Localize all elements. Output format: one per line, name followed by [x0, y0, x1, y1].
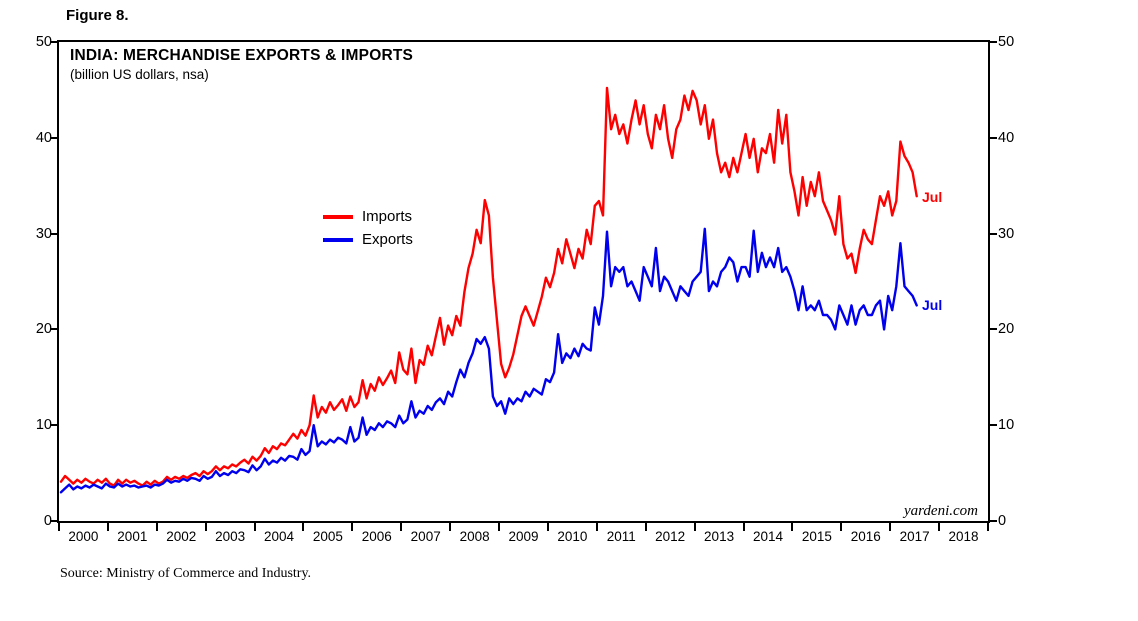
- x-axis-label: 2012: [655, 529, 686, 544]
- x-axis-label: 2005: [312, 529, 343, 544]
- y-axis-tick-right: [990, 136, 997, 139]
- y-axis-label-left: 10: [35, 417, 52, 434]
- y-axis-tick-right: [990, 232, 997, 235]
- x-axis-tick: [595, 523, 598, 531]
- plot-frame: INDIA: MERCHANDISE EXPORTS & IMPORTS (bi…: [57, 40, 990, 523]
- y-axis-label-right: 50: [998, 34, 1015, 50]
- exports-end-label: Jul: [922, 297, 943, 313]
- legend-item-imports: Imports: [323, 205, 413, 228]
- x-axis-tick: [400, 523, 403, 531]
- legend: Imports Exports: [323, 205, 413, 251]
- y-axis-tick-right: [990, 41, 997, 43]
- chart-subtitle: (billion US dollars, nsa): [70, 67, 209, 82]
- chart-title: INDIA: MERCHANDISE EXPORTS & IMPORTS: [70, 47, 414, 64]
- y-axis-label-right: 10: [998, 417, 1015, 434]
- imports-end-label: Jul: [922, 189, 943, 205]
- y-axis-tick-left: [50, 232, 57, 235]
- x-axis-tick: [889, 523, 892, 531]
- x-axis-label: 2013: [704, 529, 735, 544]
- x-axis-tick: [987, 523, 989, 531]
- y-axis-tick-left: [50, 41, 57, 43]
- x-axis-tick: [693, 523, 696, 531]
- x-axis-tick: [302, 523, 305, 531]
- x-axis-tick: [449, 523, 452, 531]
- x-axis-label: 2007: [410, 529, 441, 544]
- x-axis-label: 2016: [850, 529, 881, 544]
- y-axis-label-left: 20: [35, 321, 52, 338]
- x-axis-tick: [742, 523, 745, 531]
- y-axis-tick-left: [50, 520, 57, 522]
- legend-label-exports: Exports: [362, 231, 413, 248]
- legend-item-exports: Exports: [323, 228, 413, 251]
- x-axis-tick: [351, 523, 354, 531]
- x-axis-label: 2004: [263, 529, 295, 544]
- y-axis-tick-right: [990, 328, 997, 331]
- x-axis-tick: [546, 523, 549, 531]
- y-axis-label-left: 50: [35, 34, 52, 50]
- x-axis-label: 2000: [68, 529, 99, 544]
- y-axis-label-left: 40: [35, 129, 52, 146]
- legend-label-imports: Imports: [362, 208, 413, 225]
- x-axis-tick: [644, 523, 647, 531]
- y-axis-label-right: 40: [998, 129, 1015, 146]
- x-axis-label: 2010: [557, 529, 588, 544]
- x-axis-tick: [498, 523, 501, 531]
- y-axis-tick-right: [990, 424, 997, 427]
- x-axis-label: 2015: [801, 529, 832, 544]
- x-axis-label: 2017: [899, 529, 930, 544]
- y-axis-tick-left: [50, 328, 57, 331]
- y-axis-tick-left: [50, 424, 57, 427]
- x-axis-tick: [791, 523, 794, 531]
- x-axis-tick: [938, 523, 941, 531]
- x-axis-tick: [253, 523, 256, 531]
- imports-line: [59, 86, 918, 487]
- x-axis-label: 2008: [459, 529, 490, 544]
- x-axis-tick: [840, 523, 843, 531]
- plot-svg: [59, 86, 918, 494]
- x-axis-label: 2001: [117, 529, 148, 544]
- exports-line: [59, 227, 918, 494]
- source-note: Source: Ministry of Commerce and Industr…: [60, 566, 312, 581]
- imports-line-swatch: [323, 214, 353, 219]
- x-axis-tick: [106, 523, 109, 531]
- x-axis-tick: [58, 523, 60, 531]
- y-axis-label-right: 20: [998, 321, 1015, 338]
- y-axis-label-right: 0: [998, 513, 1007, 529]
- x-axis-label: 2002: [166, 529, 197, 544]
- y-axis-label-right: 30: [998, 225, 1015, 242]
- x-axis-label: 2018: [948, 529, 979, 544]
- x-axis-tick: [204, 523, 207, 531]
- figure-label: Figure 8.: [66, 7, 129, 24]
- y-axis-tick-right: [990, 520, 997, 522]
- watermark: yardeni.com: [903, 503, 978, 519]
- exports-line-swatch: [323, 237, 353, 242]
- x-axis-label: 2014: [752, 529, 783, 544]
- y-axis-label-left: 30: [35, 225, 52, 242]
- x-axis-tick: [155, 523, 158, 531]
- x-axis-label: 2006: [361, 529, 392, 544]
- x-axis-label: 2011: [606, 529, 636, 544]
- x-axis-label: 2003: [215, 529, 246, 544]
- y-axis-label-left: 0: [43, 513, 52, 529]
- y-axis-tick-left: [50, 136, 57, 139]
- x-axis-label: 2009: [508, 529, 539, 544]
